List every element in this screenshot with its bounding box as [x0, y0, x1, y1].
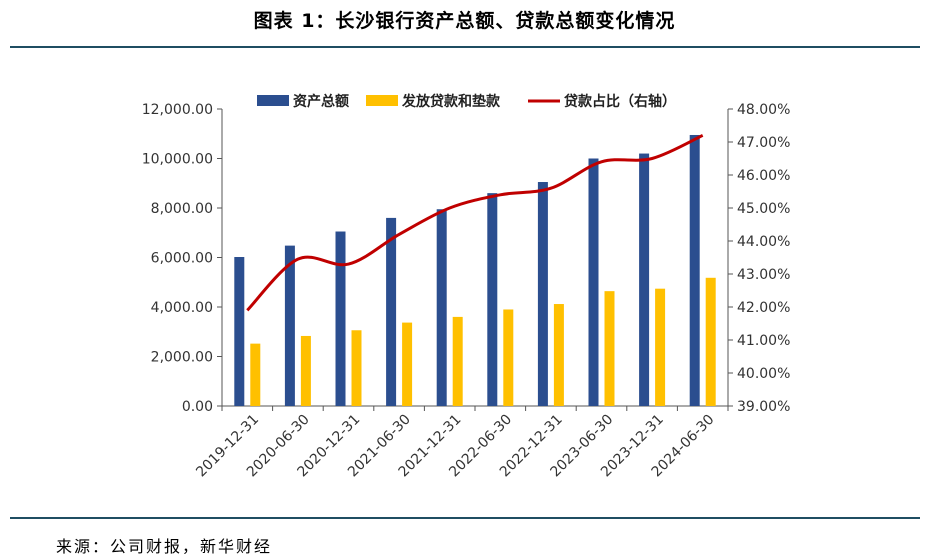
bar-loans	[705, 277, 716, 406]
line-loan-ratio	[246, 134, 704, 312]
left-tick-label: 10,000.00	[142, 152, 213, 168]
bar-total-assets	[639, 153, 650, 406]
bar-loans	[250, 343, 261, 406]
bar-loans	[300, 335, 311, 406]
right-tick-label: 44.00%	[737, 234, 790, 250]
right-tick-label: 43.00%	[737, 267, 790, 283]
bar-total-assets	[689, 134, 700, 407]
right-tick-label: 39.00%	[737, 399, 790, 415]
bar-loans	[452, 316, 463, 406]
combo-chart: 0.00 2,000.00 4,000.00 6,000.00 8,000.00 10,0…	[142, 93, 791, 480]
left-tick-label: 12,000.00	[142, 102, 213, 118]
bar-loans	[351, 330, 362, 406]
bar-loans	[553, 304, 564, 406]
legend-label: 发放贷款和垫款	[401, 93, 501, 110]
bar-total-assets	[487, 193, 498, 406]
right-tick-label: 45.00%	[737, 201, 790, 217]
bar-total-assets	[234, 257, 245, 406]
right-tick-label: 48.00%	[737, 102, 790, 118]
right-tick-label: 40.00%	[737, 366, 790, 382]
left-tick-label: 2,000.00	[151, 350, 213, 366]
bar-total-assets	[537, 182, 548, 406]
bar-total-assets	[284, 245, 295, 406]
legend-label: 贷款占比（右轴）	[564, 93, 676, 110]
footer-rule	[10, 517, 920, 519]
left-tick-label: 6,000.00	[151, 251, 213, 267]
legend-swatch	[366, 95, 398, 106]
bar-loans	[402, 322, 413, 406]
right-tick-label: 46.00%	[737, 168, 790, 184]
right-tick-label: 41.00%	[737, 333, 790, 349]
chart-title: 图表 1：长沙银行资产总额、贷款总额变化情况	[253, 10, 676, 32]
right-tick-label: 47.00%	[737, 135, 790, 151]
left-tick-label: 0.00	[182, 399, 213, 415]
bar-loans	[503, 309, 514, 406]
bar-total-assets	[335, 231, 346, 406]
bar-total-assets	[386, 217, 397, 406]
title-rule	[10, 46, 920, 48]
right-tick-label: 42.00%	[737, 300, 790, 316]
bar-total-assets	[436, 209, 447, 406]
left-tick-label: 4,000.00	[151, 300, 213, 316]
left-tick-label: 8,000.00	[151, 201, 213, 217]
bar-total-assets	[588, 158, 599, 406]
legend-label: 资产总额	[293, 93, 349, 110]
bar-loans	[604, 291, 615, 406]
bar-loans	[655, 288, 666, 406]
legend-swatch	[257, 95, 289, 106]
source-note: 来源：公司财报，新华财经	[56, 537, 273, 556]
